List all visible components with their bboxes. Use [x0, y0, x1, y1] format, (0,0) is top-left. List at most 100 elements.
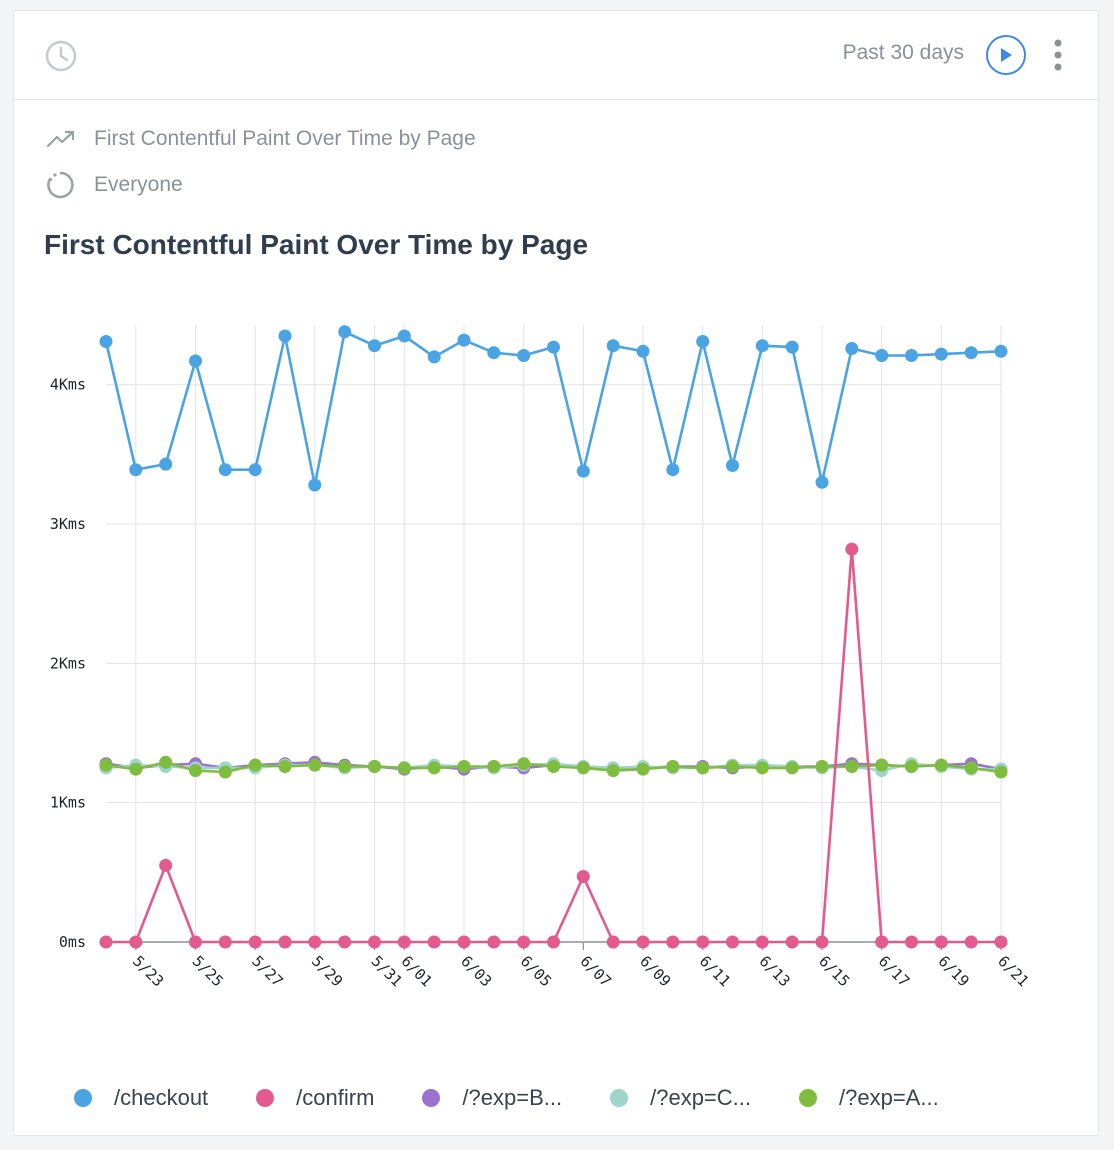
- data-point[interactable]: [278, 760, 292, 773]
- data-point[interactable]: [845, 342, 859, 355]
- data-point[interactable]: [189, 935, 202, 949]
- data-point[interactable]: [338, 935, 352, 949]
- data-point[interactable]: [606, 339, 620, 353]
- data-point[interactable]: [547, 760, 560, 773]
- data-point[interactable]: [696, 761, 710, 775]
- legend-item[interactable]: /confirm: [256, 1085, 374, 1111]
- data-point[interactable]: [576, 464, 590, 478]
- data-point[interactable]: [338, 325, 352, 339]
- data-point[interactable]: [427, 350, 441, 364]
- data-point[interactable]: [964, 761, 978, 775]
- data-point[interactable]: [636, 344, 650, 358]
- data-point[interactable]: [606, 935, 620, 949]
- data-point[interactable]: [308, 758, 322, 772]
- data-point[interactable]: [99, 758, 113, 772]
- legend-item[interactable]: /checkout: [74, 1085, 208, 1111]
- data-point[interactable]: [368, 339, 381, 353]
- kebab-icon[interactable]: [1050, 37, 1066, 73]
- data-point[interactable]: [457, 760, 471, 773]
- data-point[interactable]: [517, 757, 531, 771]
- data-point[interactable]: [576, 870, 590, 883]
- data-point[interactable]: [815, 935, 829, 949]
- data-point[interactable]: [755, 935, 769, 949]
- data-point[interactable]: [845, 760, 859, 773]
- data-point[interactable]: [934, 347, 948, 361]
- data-point[interactable]: [636, 762, 650, 776]
- data-point[interactable]: [845, 542, 859, 556]
- data-point[interactable]: [368, 760, 381, 773]
- data-point[interactable]: [99, 335, 113, 348]
- data-point[interactable]: [785, 935, 799, 949]
- data-point[interactable]: [726, 459, 739, 472]
- data-point[interactable]: [696, 935, 710, 949]
- data-point[interactable]: [397, 761, 411, 775]
- data-point[interactable]: [457, 333, 471, 347]
- data-point[interactable]: [964, 935, 978, 949]
- data-point[interactable]: [934, 758, 948, 772]
- data-point[interactable]: [129, 463, 143, 477]
- data-point[interactable]: [308, 935, 322, 949]
- data-point[interactable]: [726, 935, 739, 949]
- data-point[interactable]: [636, 935, 650, 949]
- data-point[interactable]: [696, 335, 710, 348]
- data-point[interactable]: [934, 935, 948, 949]
- data-point[interactable]: [964, 346, 978, 360]
- data-point[interactable]: [547, 340, 560, 354]
- data-point[interactable]: [159, 457, 173, 471]
- data-point[interactable]: [785, 761, 799, 775]
- data-point[interactable]: [875, 349, 889, 362]
- data-point[interactable]: [397, 935, 411, 949]
- data-point[interactable]: [994, 935, 1008, 949]
- data-point[interactable]: [755, 339, 769, 353]
- data-point[interactable]: [666, 463, 680, 477]
- data-point[interactable]: [308, 478, 322, 492]
- clock-icon[interactable]: [44, 39, 78, 73]
- data-point[interactable]: [815, 475, 829, 489]
- data-point[interactable]: [875, 758, 889, 772]
- data-point[interactable]: [248, 463, 262, 477]
- legend-item[interactable]: /?exp=B...: [422, 1085, 562, 1111]
- data-point[interactable]: [159, 755, 173, 769]
- data-point[interactable]: [368, 935, 381, 949]
- data-point[interactable]: [397, 329, 411, 343]
- data-point[interactable]: [994, 344, 1008, 358]
- data-point[interactable]: [278, 329, 292, 343]
- data-point[interactable]: [129, 762, 143, 776]
- data-point[interactable]: [99, 935, 113, 949]
- data-point[interactable]: [815, 760, 829, 773]
- data-point[interactable]: [905, 349, 918, 362]
- data-point[interactable]: [129, 935, 143, 949]
- data-point[interactable]: [248, 758, 262, 772]
- data-point[interactable]: [427, 761, 441, 775]
- data-point[interactable]: [487, 760, 501, 773]
- data-point[interactable]: [517, 935, 531, 949]
- data-point[interactable]: [517, 349, 531, 362]
- data-point[interactable]: [427, 935, 441, 949]
- data-point[interactable]: [905, 760, 918, 773]
- data-point[interactable]: [338, 760, 352, 773]
- data-point[interactable]: [576, 761, 590, 775]
- data-point[interactable]: [666, 935, 680, 949]
- legend-item[interactable]: /?exp=C...: [610, 1085, 751, 1111]
- data-point[interactable]: [189, 354, 202, 368]
- data-point[interactable]: [457, 935, 471, 949]
- data-point[interactable]: [218, 935, 232, 949]
- data-point[interactable]: [994, 765, 1008, 779]
- data-point[interactable]: [218, 463, 232, 477]
- data-point[interactable]: [755, 761, 769, 775]
- segment-row[interactable]: Everyone: [44, 170, 183, 200]
- metric-row[interactable]: First Contentful Paint Over Time by Page: [44, 124, 476, 154]
- data-point[interactable]: [547, 935, 560, 949]
- data-point[interactable]: [487, 346, 501, 360]
- data-point[interactable]: [487, 935, 501, 949]
- data-point[interactable]: [189, 764, 202, 778]
- data-point[interactable]: [159, 858, 173, 872]
- data-point[interactable]: [905, 935, 918, 949]
- data-point[interactable]: [218, 765, 232, 779]
- run-query-button[interactable]: [986, 35, 1026, 75]
- data-point[interactable]: [606, 764, 620, 778]
- legend-item[interactable]: /?exp=A...: [799, 1085, 939, 1111]
- data-point[interactable]: [726, 760, 739, 773]
- data-point[interactable]: [666, 760, 680, 773]
- data-point[interactable]: [248, 935, 262, 949]
